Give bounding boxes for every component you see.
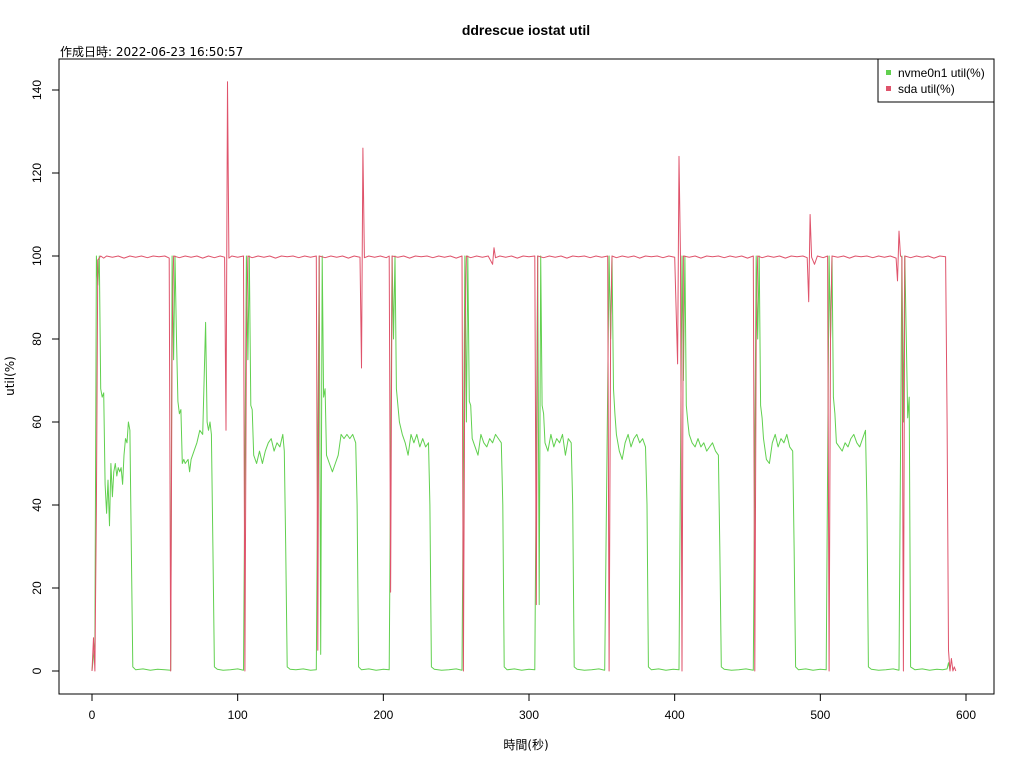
x-tick-label: 300 xyxy=(519,708,539,722)
legend-box xyxy=(877,58,995,103)
x-tick-label: 100 xyxy=(228,708,248,722)
y-tick-label: 20 xyxy=(30,581,44,595)
legend: nvme0n1 util(%) sda util(%) xyxy=(877,58,995,103)
y-axis-label: util(%) xyxy=(3,356,17,396)
x-axis-label: 時間(秒) xyxy=(503,738,548,752)
y-tick-label: 100 xyxy=(30,246,44,266)
x-tick-label: 600 xyxy=(956,708,976,722)
y-tick-label: 40 xyxy=(30,498,44,512)
plot-frame xyxy=(58,58,995,695)
legend-label-sda: sda util(%) xyxy=(898,82,955,96)
x-tick-label: 0 xyxy=(89,708,96,722)
x-tick-label: 400 xyxy=(665,708,685,722)
y-tick-label: 80 xyxy=(30,332,44,346)
y-tick-label: 60 xyxy=(30,415,44,429)
chart-title: ddrescue iostat util xyxy=(462,22,590,38)
series-line-nvme0n1 xyxy=(91,255,951,672)
y-tick-label: 140 xyxy=(30,80,44,100)
y-tick-label: 0 xyxy=(30,667,44,674)
x-tick-label: 200 xyxy=(373,708,393,722)
y-axis: 0 20 40 60 80 100 120 140 xyxy=(30,80,60,674)
series-lines xyxy=(91,81,957,672)
chart-subtitle: 作成日時: 2022-06-23 16:50:57 xyxy=(60,45,243,59)
x-axis: 0 100 200 300 400 500 600 xyxy=(89,693,976,722)
y-tick-label: 120 xyxy=(30,163,44,183)
legend-label-nvme0n1: nvme0n1 util(%) xyxy=(898,66,985,80)
series-line-sda xyxy=(91,81,957,672)
legend-swatch-sda xyxy=(886,86,891,91)
legend-swatch-nvme0n1 xyxy=(886,70,891,75)
x-tick-label: 500 xyxy=(810,708,830,722)
